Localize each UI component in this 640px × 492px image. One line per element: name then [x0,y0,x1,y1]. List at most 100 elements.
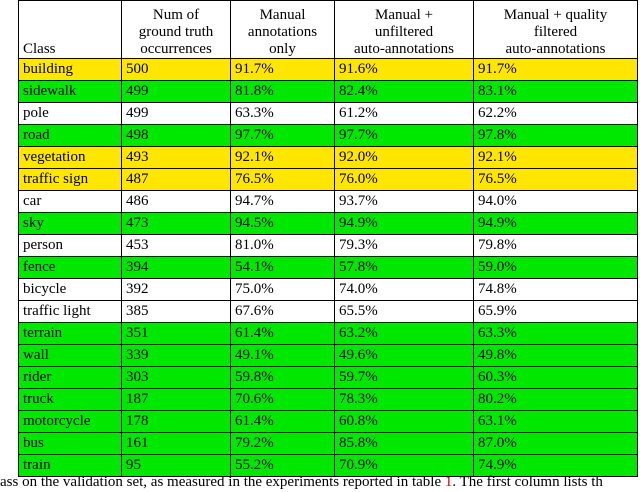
header-line: Manual + [374,7,434,23]
header-line: auto-annotations [354,41,454,57]
table-row: building 500 91.7% 91.6% 91.7% [18,58,638,81]
header-line: Manual + quality [503,7,608,23]
table-row: bus 161 79.2% 85.8% 87.0% [18,432,638,455]
cell-manual-only: 63.3% [230,102,335,125]
cell-class: traffic light [18,300,122,323]
header-line: occurrences [140,41,212,57]
cell-manual-only: 49.1% [230,344,335,367]
table-row: vegetation 493 92.1% 92.0% 92.1% [18,146,638,169]
cell-class: rider [18,366,122,389]
cell-occurrences: 453 [121,234,231,257]
table-row: sidewalk 499 81.8% 82.4% 83.1% [18,80,638,103]
cell-occurrences: 187 [121,388,231,411]
table-row: traffic light 385 67.6% 65.5% 65.9% [18,300,638,323]
cell-occurrences: 499 [121,102,231,125]
results-table: Class Num of ground truth occurrences Ma… [18,0,638,477]
cell-manual-only: 75.0% [230,278,335,301]
cell-manual-only: 94.5% [230,212,335,235]
cell-manual-only: 97.7% [230,124,335,147]
cell-class: sidewalk [18,80,122,103]
caption-text: ass on the validation set, as measured i… [0,474,445,490]
cell-manual-only: 67.6% [230,300,335,323]
cell-class: traffic sign [18,168,122,191]
cell-manual-only: 94.7% [230,190,335,213]
table-row: truck 187 70.6% 78.3% 80.2% [18,388,638,411]
cell-class: bus [18,432,122,455]
cell-occurrences: 161 [121,432,231,455]
cell-manual-filtered: 79.8% [473,234,638,257]
cell-manual-filtered: 65.9% [473,300,638,323]
header-manual-only: Manual annotations only [230,0,335,59]
cell-class: building [18,58,122,81]
table-row: traffic sign 487 76.5% 76.0% 76.5% [18,168,638,191]
table-row: fence 394 54.1% 57.8% 59.0% [18,256,638,279]
cell-manual-filtered: 80.2% [473,388,638,411]
table-row: car 486 94.7% 93.7% 94.0% [18,190,638,213]
table-row: train 95 55.2% 70.9% 74.9% [18,454,638,477]
cell-occurrences: 392 [121,278,231,301]
header-line: only [269,41,296,57]
cell-manual-filtered: 87.0% [473,432,638,455]
cell-manual-unfiltered: 70.9% [334,454,474,477]
cell-class: bicycle [18,278,122,301]
cell-manual-only: 59.8% [230,366,335,389]
header-line: annotations [247,24,318,40]
cell-class: road [18,124,122,147]
cell-manual-only: 70.6% [230,388,335,411]
cell-class: motorcycle [18,410,122,433]
cell-manual-unfiltered: 91.6% [334,58,474,81]
cell-manual-filtered: 63.1% [473,410,638,433]
header-line: filtered [533,24,578,40]
cell-occurrences: 178 [121,410,231,433]
cell-manual-only: 76.5% [230,168,335,191]
table-row: sky 473 94.5% 94.9% 94.9% [18,212,638,235]
cell-class: vegetation [18,146,122,169]
cell-manual-unfiltered: 49.6% [334,344,474,367]
cell-manual-unfiltered: 85.8% [334,432,474,455]
cell-manual-unfiltered: 65.5% [334,300,474,323]
header-class: Class [18,0,122,59]
cell-manual-only: 81.8% [230,80,335,103]
header-manual-filtered: Manual + quality filtered auto-annotatio… [473,0,638,59]
cell-occurrences: 493 [121,146,231,169]
cell-manual-only: 54.1% [230,256,335,279]
cell-manual-only: 55.2% [230,454,335,477]
cell-manual-unfiltered: 60.8% [334,410,474,433]
cell-manual-only: 61.4% [230,322,335,345]
cell-manual-filtered: 76.5% [473,168,638,191]
cell-manual-only: 92.1% [230,146,335,169]
cell-manual-unfiltered: 63.2% [334,322,474,345]
cell-manual-only: 91.7% [230,58,335,81]
header-line: ground truth [138,24,214,40]
table-body: building 500 91.7% 91.6% 91.7% sidewalk 499 81.… [18,58,638,477]
table-reference-link[interactable]: 1 [444,474,453,490]
cell-class: fence [18,256,122,279]
cell-manual-unfiltered: 82.4% [334,80,474,103]
caption-text-end: . The first column lists th [452,474,603,490]
cell-class: truck [18,388,122,411]
header-line: unfiltered [374,24,434,40]
cell-occurrences: 351 [121,322,231,345]
header-num-occurrences: Num of ground truth occurrences [121,0,231,59]
cell-occurrences: 303 [121,366,231,389]
cell-class: sky [18,212,122,235]
cell-manual-filtered: 60.3% [473,366,638,389]
header-line: Num of [152,7,200,23]
cell-manual-filtered: 59.0% [473,256,638,279]
header-line: auto-annotations [505,41,606,57]
cell-class: car [18,190,122,213]
table-row: motorcycle 178 61.4% 60.8% 63.1% [18,410,638,433]
cell-occurrences: 394 [121,256,231,279]
cell-manual-filtered: 74.9% [473,454,638,477]
cell-manual-unfiltered: 76.0% [334,168,474,191]
cell-manual-only: 81.0% [230,234,335,257]
cell-class: person [18,234,122,257]
cell-manual-unfiltered: 59.7% [334,366,474,389]
cell-manual-filtered: 97.8% [473,124,638,147]
cell-occurrences: 500 [121,58,231,81]
table-row: bicycle 392 75.0% 74.0% 74.8% [18,278,638,301]
cell-manual-unfiltered: 94.9% [334,212,474,235]
cell-manual-unfiltered: 93.7% [334,190,474,213]
header-line: Class [23,41,56,57]
cell-manual-filtered: 94.9% [473,212,638,235]
